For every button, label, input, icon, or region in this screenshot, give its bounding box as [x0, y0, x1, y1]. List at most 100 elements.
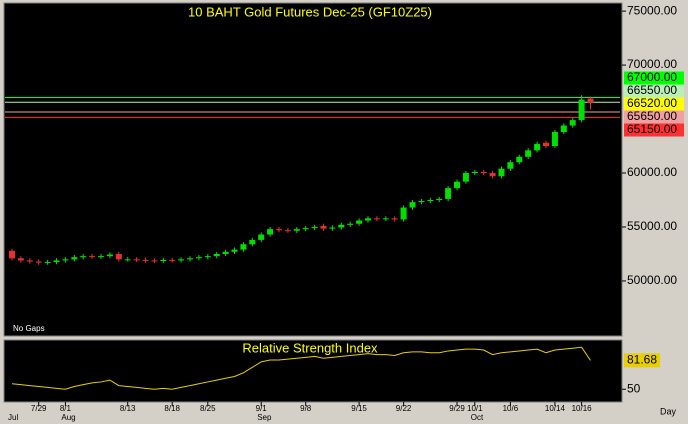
candle-body [427, 199, 434, 202]
candle-body [418, 201, 425, 203]
candle-body [543, 142, 549, 147]
y-tick-label: 70000.00 [627, 57, 677, 71]
candle-body [400, 207, 407, 220]
y-tick-label: 75000.00 [627, 3, 677, 17]
candle-body [9, 250, 15, 259]
candle-body [80, 256, 87, 258]
candle-body [436, 198, 443, 200]
x-tick-label: 9/22 [396, 404, 412, 413]
candle-body [204, 256, 211, 258]
candle-body [409, 202, 416, 208]
candle-body [106, 254, 113, 257]
x-tick-label: 9/29 [449, 404, 465, 413]
candle-body [249, 239, 256, 245]
candle-body [569, 120, 576, 126]
candle-body [373, 218, 380, 220]
level-label: 65650.00 [627, 109, 677, 123]
candle-body [231, 249, 238, 252]
x-tick-label: 9/1 [256, 404, 268, 413]
candle-body [17, 258, 24, 261]
x-tick-label: 8/18 [164, 404, 180, 413]
candle-body [329, 227, 336, 229]
candle-body [560, 125, 567, 132]
level-label-box [624, 84, 684, 98]
x-tick-label: 10/6 [503, 404, 519, 413]
candle-body [445, 188, 452, 199]
candle-body [178, 259, 185, 261]
candle-body [213, 253, 220, 257]
y-tick-label: 50 [627, 381, 641, 395]
candle-body [133, 259, 140, 261]
candle-body [267, 229, 274, 235]
candle-body [454, 181, 460, 189]
candle-body [382, 218, 389, 220]
level-label: 66550.00 [627, 83, 677, 97]
candle-body [462, 173, 469, 182]
level-label-box [624, 110, 684, 124]
candle-body [391, 218, 398, 220]
x-tick-label: 8/25 [200, 404, 216, 413]
candle-body [151, 260, 158, 262]
candle-body [338, 224, 345, 228]
candle-body [471, 171, 478, 174]
candle-body [26, 260, 33, 262]
candle-body [302, 228, 309, 230]
rsi-panel [3, 339, 623, 403]
price-panel [3, 2, 623, 337]
x-tick-label: 8/13 [120, 404, 136, 413]
candle-body [35, 261, 42, 263]
x-tick-label: 10/1 [467, 404, 483, 413]
candle-body [169, 259, 176, 261]
candle-body [293, 229, 300, 231]
candle-body [195, 257, 202, 259]
candle-body [71, 257, 78, 260]
x-tick-label: 8/1 [60, 404, 72, 413]
candle-body [507, 162, 514, 169]
level-label: 65150.00 [627, 122, 677, 136]
x-tick-label: 7/29 [31, 404, 47, 413]
x-unit: Day [660, 406, 677, 416]
month-label: Jul [8, 413, 18, 422]
x-tick-label: 9/8 [300, 404, 312, 413]
last-value-box [624, 353, 660, 368]
candle-body [587, 98, 594, 103]
last-value-label: 81.68 [627, 353, 657, 367]
candle-body [284, 230, 291, 232]
month-label: Aug [61, 413, 75, 422]
level-label-box [624, 71, 684, 85]
candle-body [160, 259, 167, 261]
candle-body [489, 173, 496, 177]
candle-body [258, 234, 265, 240]
candle-body [53, 260, 60, 263]
candle-body [115, 253, 122, 260]
month-label: Sep [257, 413, 272, 422]
y-tick-label: 60000.00 [627, 165, 677, 179]
candle-body [89, 256, 96, 258]
level-label-box [624, 123, 684, 137]
candle-body [498, 168, 505, 177]
candle-body [240, 244, 247, 250]
x-tick-label: 9/15 [351, 404, 367, 413]
y-tick-label: 50000.00 [627, 273, 677, 287]
candle-body [365, 218, 371, 221]
candle-body [347, 223, 354, 225]
candle-body [551, 131, 558, 147]
candle-body [311, 226, 318, 229]
level-label: 67000.00 [627, 70, 677, 84]
candle-body [98, 256, 104, 258]
candle-body [124, 259, 131, 261]
candle-body [480, 171, 487, 174]
candle-body [142, 259, 149, 261]
chart-title: 10 BAHT Gold Futures Dec-25 (GF10Z25) [188, 4, 432, 19]
rsi-line [11, 346, 591, 390]
candle-body [534, 143, 541, 151]
candle-body [516, 156, 523, 163]
candle-body [222, 251, 229, 254]
x-tick-label: 10/14 [545, 404, 566, 413]
candle-body [187, 258, 193, 260]
level-label: 66520.00 [627, 96, 677, 110]
candle-body [62, 259, 69, 261]
candle-body [320, 225, 327, 229]
